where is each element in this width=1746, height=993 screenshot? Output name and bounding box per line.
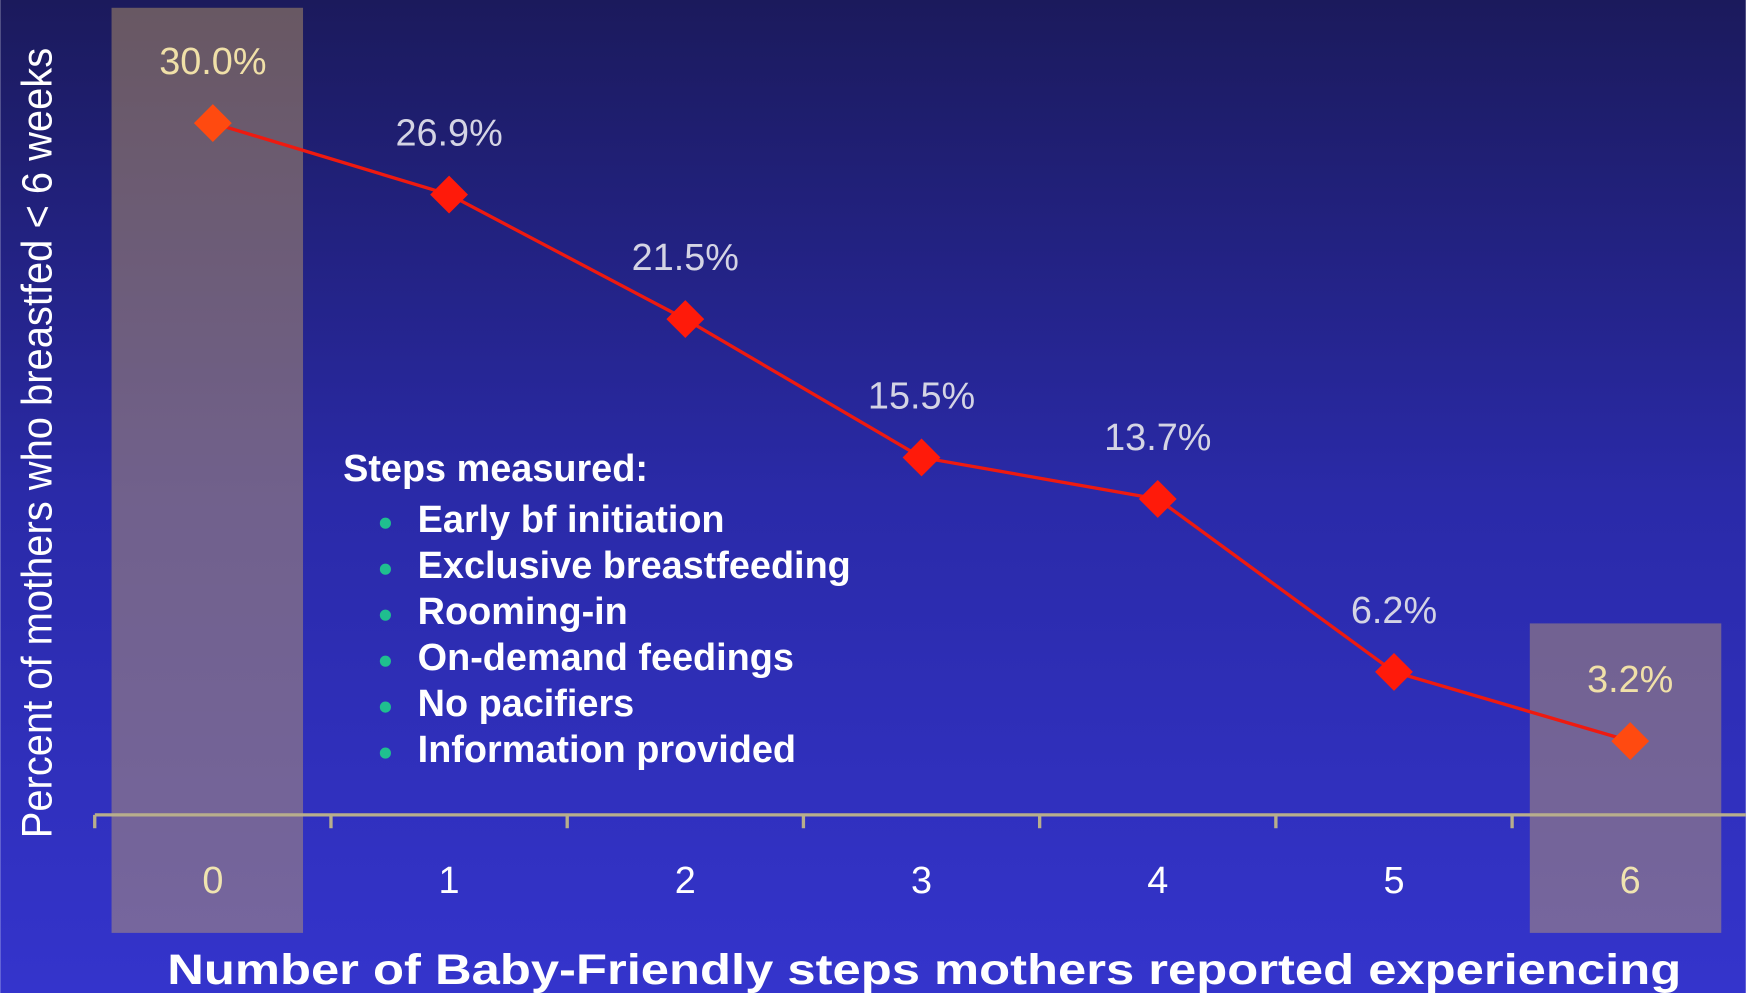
annotation-item: No pacifiers bbox=[418, 683, 635, 725]
marker bbox=[193, 104, 232, 143]
annotation-item: Information provided bbox=[418, 729, 796, 771]
bullet bbox=[379, 563, 391, 575]
bullet bbox=[379, 655, 391, 667]
bullet bbox=[379, 701, 391, 713]
marker bbox=[666, 300, 705, 339]
marker bbox=[1611, 722, 1650, 761]
x-tick-label: 0 bbox=[202, 860, 223, 902]
value-label: 13.7% bbox=[1104, 417, 1211, 459]
marker bbox=[902, 438, 941, 477]
annotation-item: Exclusive breastfeeding bbox=[418, 545, 851, 587]
bullet bbox=[379, 517, 391, 529]
annotation-item: Rooming-in bbox=[418, 591, 628, 633]
x-tick-label: 1 bbox=[439, 860, 460, 902]
annotation-title: Steps measured: bbox=[343, 448, 648, 490]
x-tick-label: 4 bbox=[1147, 860, 1168, 902]
highlight-box bbox=[111, 7, 304, 933]
marker bbox=[1375, 652, 1413, 691]
x-tick-label: 3 bbox=[911, 860, 932, 902]
highlight-box bbox=[1529, 623, 1722, 933]
value-label: 30.0% bbox=[159, 41, 266, 83]
y-axis-title: Percent of mothers who breastfed < 6 wee… bbox=[13, 48, 60, 838]
value-label: 6.2% bbox=[1351, 590, 1437, 632]
annotation-item: Early bf initiation bbox=[418, 499, 725, 541]
bullet bbox=[379, 609, 391, 621]
x-axis-title: Number of Baby-Friendly steps mothers re… bbox=[167, 946, 1681, 993]
annotation-item: On-demand feedings bbox=[418, 637, 794, 679]
value-label: 15.5% bbox=[868, 375, 975, 417]
x-tick-label: 6 bbox=[1620, 860, 1641, 902]
marker bbox=[1138, 480, 1177, 518]
value-label: 26.9% bbox=[395, 113, 502, 155]
value-label: 21.5% bbox=[632, 237, 739, 279]
x-tick-label: 5 bbox=[1383, 860, 1404, 902]
value-label: 3.2% bbox=[1587, 659, 1673, 701]
x-tick-label: 2 bbox=[675, 860, 696, 902]
bullet bbox=[379, 747, 391, 759]
